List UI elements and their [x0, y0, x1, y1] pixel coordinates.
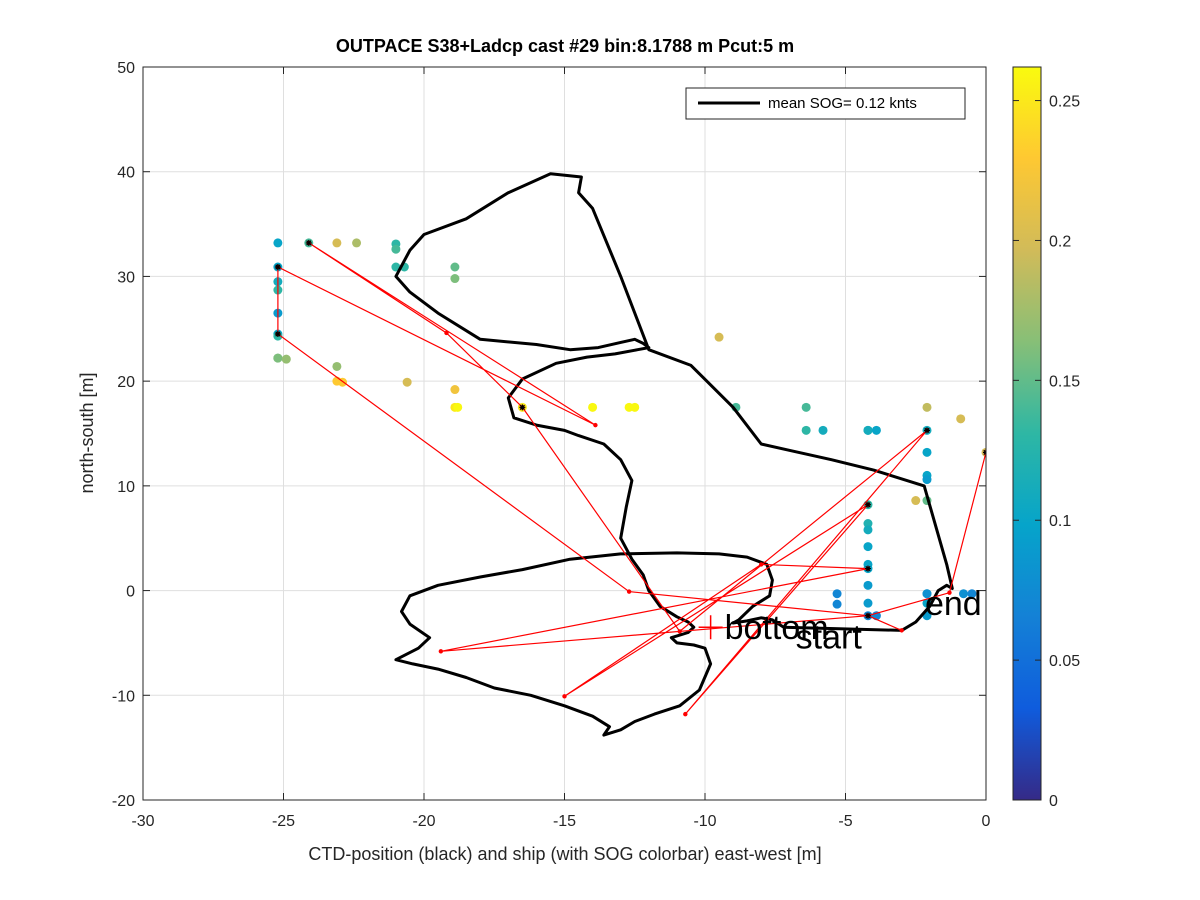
x-tick-label: -25: [272, 813, 295, 830]
annotation-bottom: bottom: [725, 609, 829, 647]
sog-point: [801, 425, 811, 435]
sog-point: [588, 402, 598, 412]
sog-point: [273, 238, 283, 248]
ship-track-point: [899, 628, 904, 633]
annotation-end: end: [925, 585, 982, 623]
sog-point: [281, 354, 291, 364]
sog-point: [832, 589, 842, 599]
ship-track-point: [947, 590, 952, 595]
sog-point: [922, 475, 932, 485]
y-tick-label: 10: [117, 479, 135, 496]
colorbar-ticks: 0 0.05 0.1 0.15 0.2 0.25: [1013, 94, 1080, 810]
ship-star-marker: [864, 501, 871, 508]
legend: mean SOG= 0.12 knts: [685, 87, 966, 120]
annotation-start: start: [796, 618, 863, 656]
y-tick-label: 0: [126, 584, 135, 601]
sog-point: [832, 599, 842, 609]
y-axis-label: north-south [m]: [77, 372, 97, 493]
sog-point: [332, 361, 342, 371]
colorbar-tick-label: 0.05: [1049, 653, 1080, 670]
ship-track-point: [438, 649, 444, 654]
colorbar-tick-label: 0: [1049, 793, 1058, 810]
sog-point: [911, 496, 921, 506]
legend-entry: mean SOG= 0.12 knts: [768, 95, 917, 112]
y-tick-label: 40: [117, 165, 135, 182]
sog-point: [863, 525, 873, 535]
x-tick-label: -30: [131, 813, 154, 830]
ship-track-point: [677, 629, 682, 634]
sog-point: [863, 425, 873, 435]
sog-point: [863, 542, 873, 552]
ship-track-point: [683, 711, 688, 717]
sog-point: [922, 402, 932, 412]
sog-point: [352, 238, 362, 248]
y-tick-label: -20: [112, 793, 135, 810]
sog-point: [863, 598, 873, 608]
y-axis-ticks: -20 -10 0 10 20 30 40 50: [112, 60, 986, 810]
x-tick-label: -15: [553, 813, 576, 830]
sog-point: [863, 580, 873, 590]
ship-star-marker: [519, 404, 526, 411]
ship-star-marker: [274, 264, 281, 271]
sog-point: [402, 377, 412, 387]
x-tick-label: -5: [838, 813, 852, 830]
ship-star-marker: [274, 331, 281, 338]
grid-lines: [143, 67, 986, 800]
x-tick-label: -20: [412, 813, 435, 830]
sog-point: [922, 447, 932, 457]
ship-track-point: [444, 330, 449, 336]
sog-point: [391, 244, 401, 254]
ctd-track-line: [394, 172, 954, 737]
colorbar-tick-label: 0.25: [1049, 94, 1080, 111]
bottom-cross-marker: [698, 615, 723, 640]
ship-star-marker: [305, 239, 312, 246]
colorbar-tick-label: 0.1: [1049, 513, 1071, 530]
sog-point: [273, 353, 283, 363]
x-tick-label: -10: [693, 813, 716, 830]
sog-point: [959, 589, 969, 599]
y-tick-label: 50: [117, 60, 135, 77]
colorbar: 0 0.05 0.1 0.15 0.2 0.25: [1012, 66, 1080, 810]
sog-point: [714, 332, 724, 342]
y-tick-label: 20: [117, 374, 135, 391]
y-tick-label: -10: [112, 688, 135, 705]
colorbar-tick-label: 0.15: [1049, 373, 1080, 390]
ship-track-point: [593, 422, 598, 428]
sog-point: [967, 589, 977, 599]
ship-track-point: [759, 562, 764, 567]
sog-point: [450, 274, 460, 284]
sog-point: [818, 425, 828, 435]
sog-point: [801, 402, 811, 412]
x-axis-label: CTD-position (black) and ship (with SOG …: [308, 844, 821, 864]
sog-point: [922, 589, 932, 599]
sog-point: [453, 402, 463, 412]
ship-track-line: [277, 242, 986, 715]
ship-track-point: [562, 694, 567, 699]
colorbar-gradient: [1012, 66, 1042, 801]
sog-point: [863, 519, 873, 529]
sog-point: [871, 425, 881, 435]
x-tick-label: 0: [982, 813, 991, 830]
sog-point: [332, 238, 342, 248]
ship-star-marker: [923, 427, 930, 434]
sog-point: [450, 385, 460, 395]
colorbar-tick-label: 0.2: [1049, 233, 1071, 250]
chart-title: OUTPACE S38+Ladcp cast #29 bin:8.1788 m …: [336, 36, 794, 56]
y-tick-label: 30: [117, 269, 135, 286]
ship-star-marker: [864, 565, 871, 572]
ship-star-marker: [864, 612, 871, 619]
ship-position-markers: [274, 239, 986, 619]
x-axis-ticks: -30 -25 -20 -15 -10 -5 0: [131, 67, 991, 830]
ship-track-point: [626, 589, 632, 594]
sog-point: [956, 414, 966, 424]
sog-point: [630, 402, 640, 412]
sog-point: [450, 262, 460, 272]
